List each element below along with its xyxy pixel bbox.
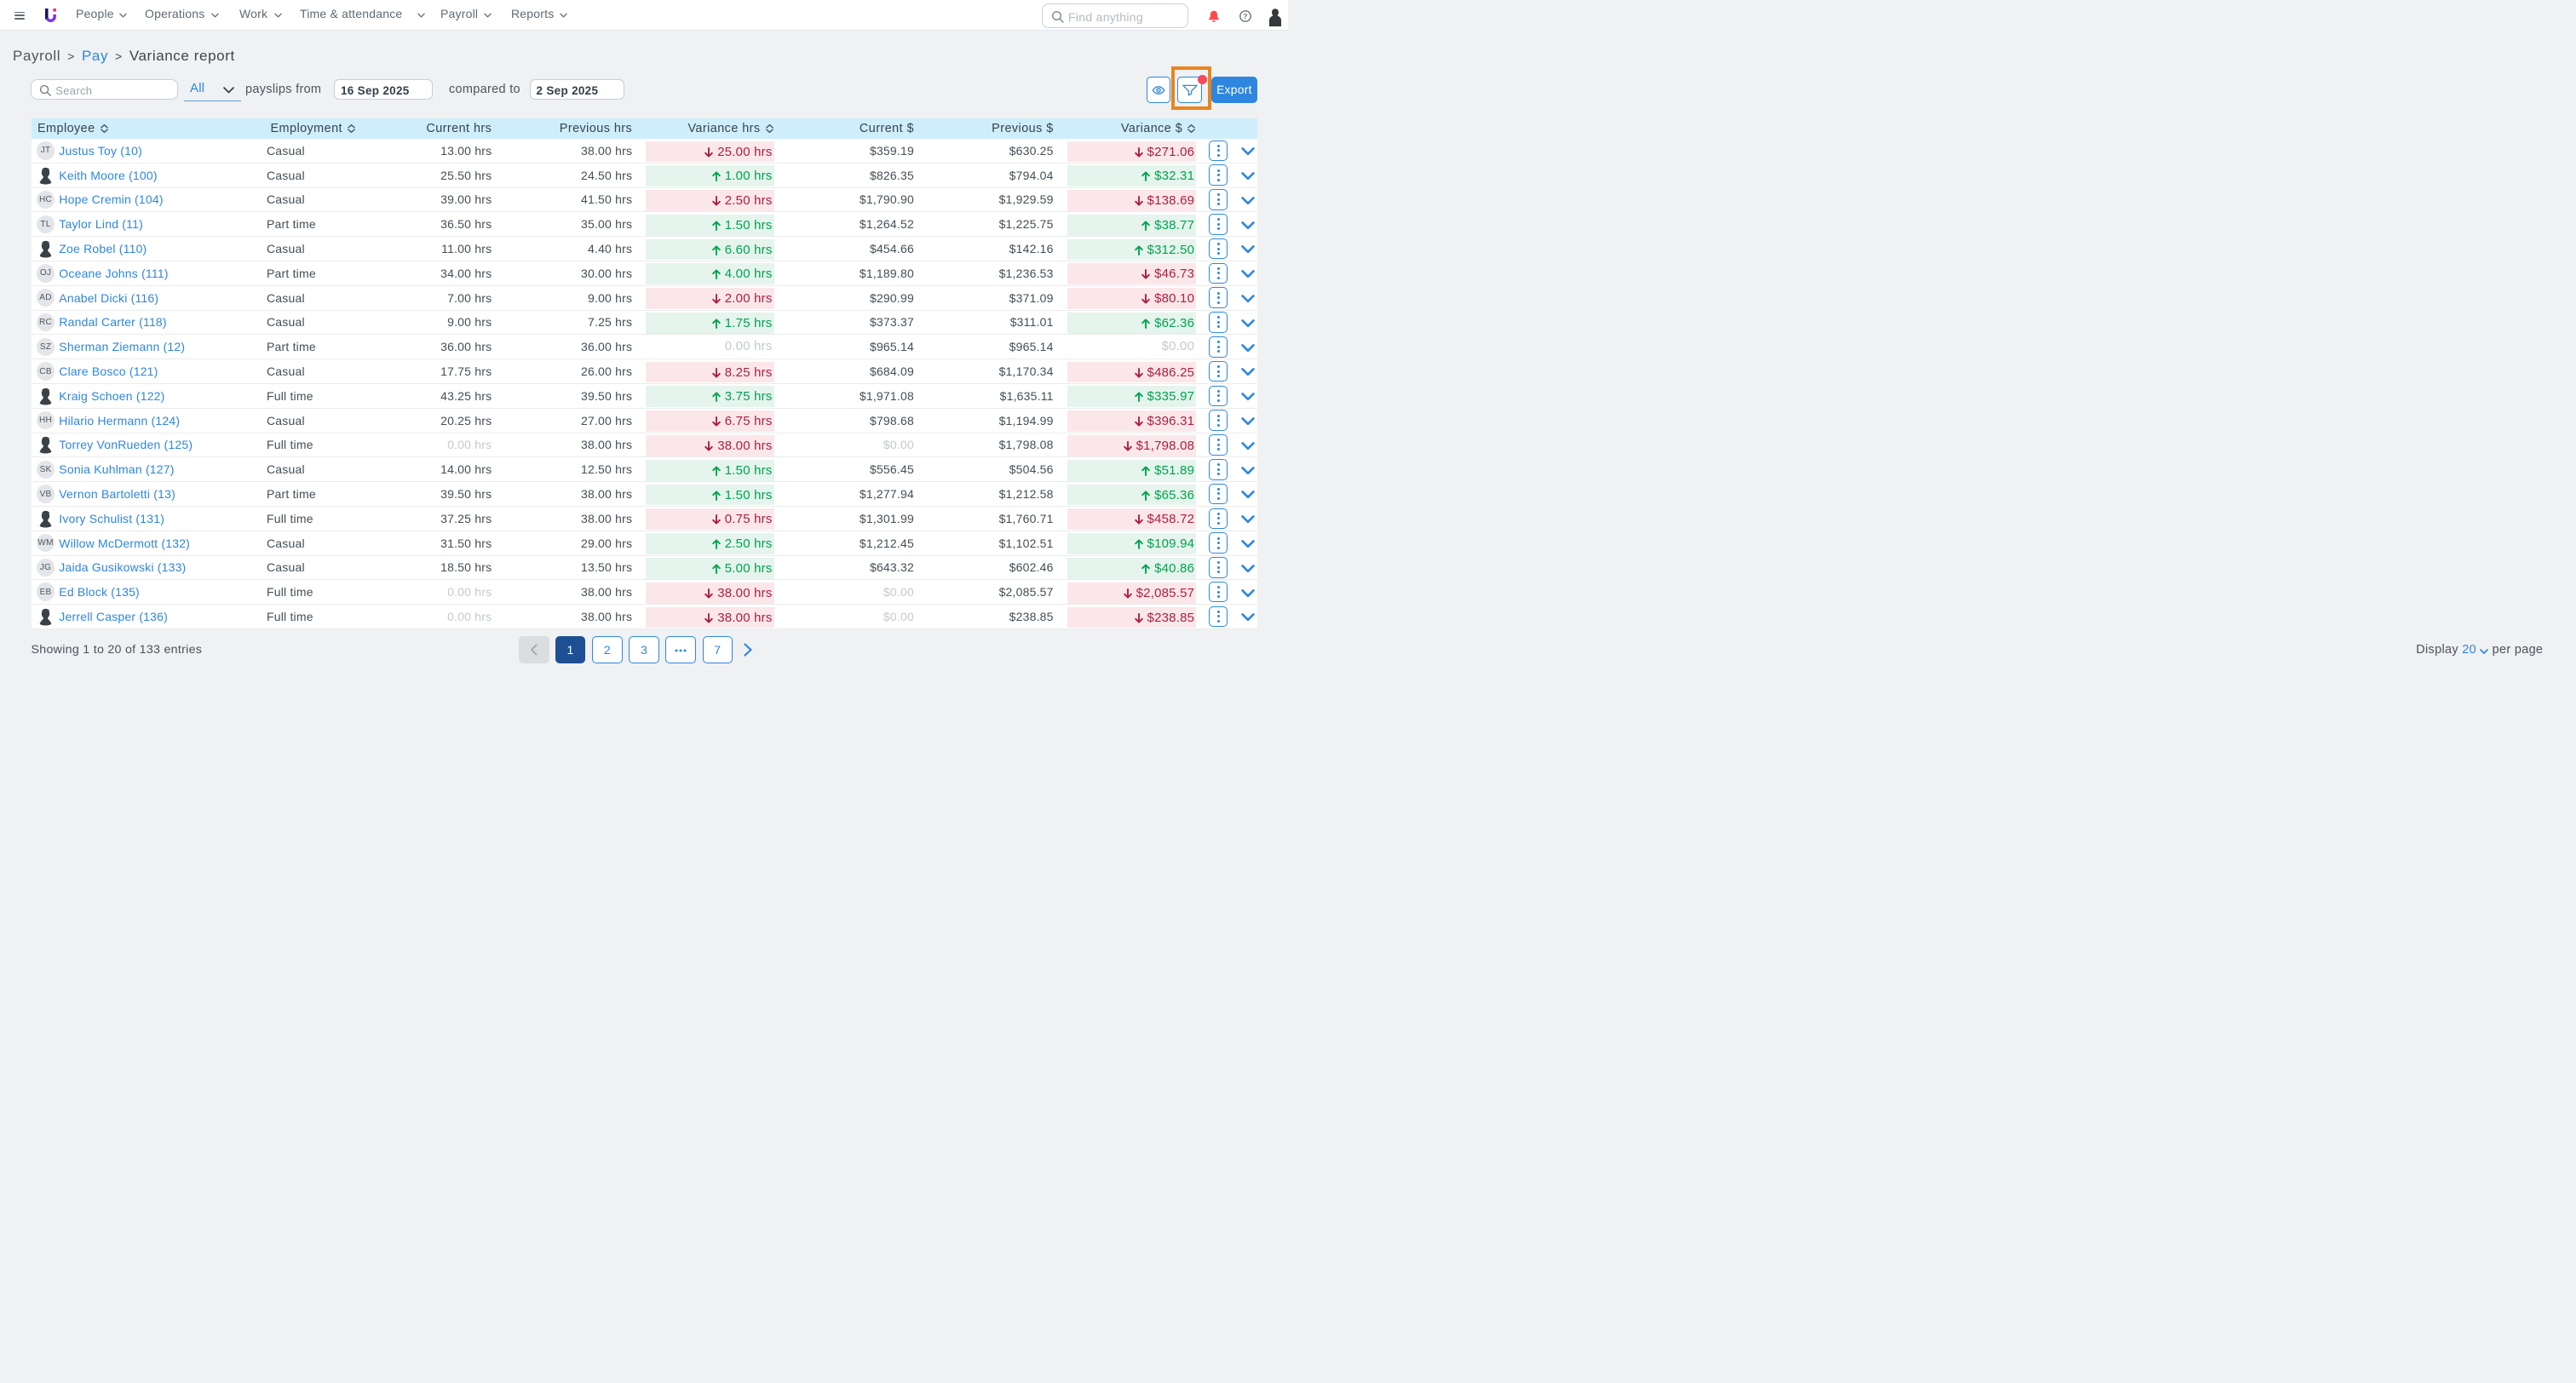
- svg-text:?: ?: [1243, 12, 1247, 20]
